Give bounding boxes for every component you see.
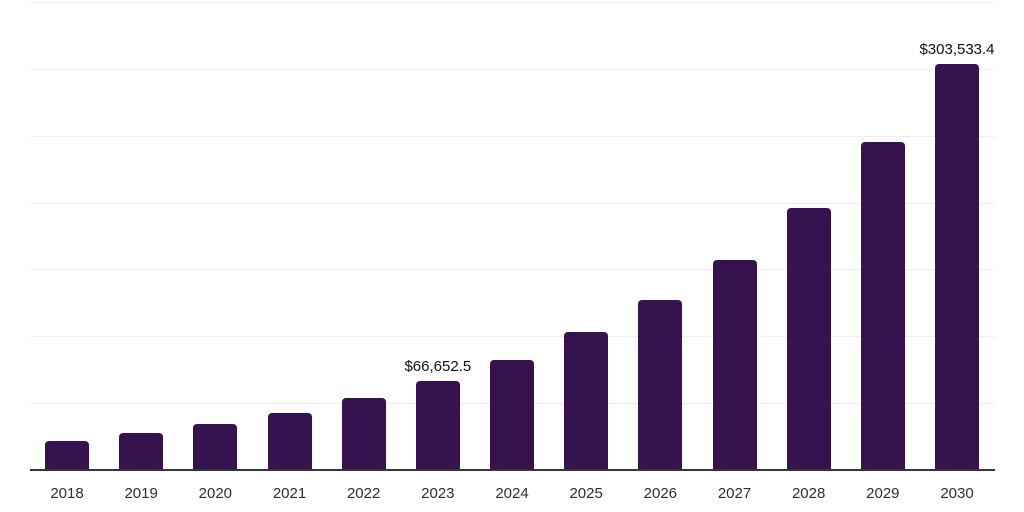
bar-2021 [267, 413, 312, 470]
bar-2030 [935, 64, 979, 470]
gridline [30, 202, 995, 204]
x-tick-label-2022: 2022 [346, 485, 381, 502]
x-tick-label-2024: 2024 [495, 485, 529, 502]
x-tick-label-2023: 2023 [421, 485, 455, 502]
x-tick-label-2025: 2025 [569, 485, 603, 502]
gridline [30, 2, 995, 3]
x-tick-label-2028: 2028 [791, 485, 826, 502]
x-tick-label-2020: 2020 [198, 485, 233, 502]
bar-2024 [490, 360, 534, 470]
bar-2020 [193, 423, 238, 470]
gridline [30, 336, 995, 338]
x-tick-label-2018: 2018 [50, 485, 84, 502]
bar-2029 [860, 141, 905, 470]
bar-2028 [786, 207, 831, 470]
bar-2022 [341, 398, 386, 470]
x-tick-label-2027: 2027 [717, 485, 752, 502]
x-axis-line [30, 469, 995, 471]
x-tick-label-2030: 2030 [940, 485, 974, 502]
data-label-2030: $303,533.4 [919, 41, 995, 59]
x-tick-label-2021: 2021 [272, 485, 307, 502]
bar-2026 [638, 300, 683, 470]
bar-2023 [415, 380, 460, 470]
bar-2025 [564, 332, 609, 470]
bar-2019 [119, 433, 164, 470]
data-label-2023: $66,652.5 [404, 357, 472, 375]
bar-2018 [45, 441, 89, 470]
x-tick-label-2026: 2026 [643, 485, 678, 502]
bar-2027 [712, 259, 757, 470]
gridline [30, 269, 995, 271]
x-tick-label-2029: 2029 [866, 485, 900, 502]
x-tick-label-2019: 2019 [124, 485, 158, 502]
gridline [30, 68, 995, 70]
plot-area [30, 2, 995, 470]
gridline [30, 135, 995, 137]
